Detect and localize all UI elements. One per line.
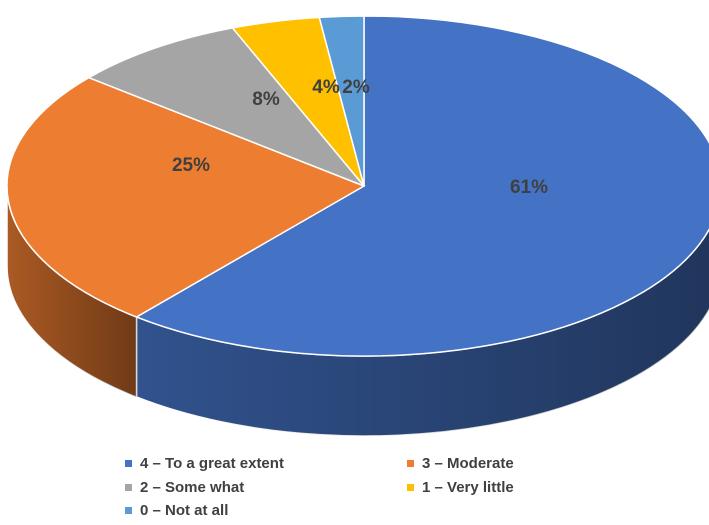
data-label-2: 8% xyxy=(252,89,280,110)
legend-label: 1 – Very little xyxy=(422,479,514,496)
legend-label: 4 – To a great extent xyxy=(140,455,284,472)
legend-item-moderate: 3 – Moderate xyxy=(407,455,514,472)
pie-side-shade-1 xyxy=(7,186,137,397)
data-label-0: 61% xyxy=(510,177,548,198)
legend-swatch xyxy=(407,460,414,467)
data-label-1: 25% xyxy=(172,155,210,176)
legend-swatch xyxy=(125,484,132,491)
legend-item-not-at-all: 0 – Not at all xyxy=(125,502,228,519)
legend-label: 3 – Moderate xyxy=(422,455,514,472)
legend-swatch xyxy=(407,484,414,491)
data-label-3: 4% xyxy=(312,77,340,98)
legend-item-to-a-great-extent: 4 – To a great extent xyxy=(125,455,284,472)
legend-swatch xyxy=(125,507,132,514)
legend-label: 0 – Not at all xyxy=(140,502,229,519)
pie-slice-1 xyxy=(6,76,366,318)
pie-plot-area: 61% 25% 8% 4% 2% xyxy=(6,15,709,437)
legend-swatch xyxy=(125,460,132,467)
data-label-4: 2% xyxy=(342,77,370,98)
pie-slice-4 xyxy=(318,15,365,187)
pie-slice-0 xyxy=(134,15,709,357)
pie-side-shade-0 xyxy=(136,229,709,436)
pie-slice-2 xyxy=(87,27,365,187)
legend-item-very-little: 1 – Very little xyxy=(407,479,514,496)
legend-item-some-what: 2 – Some what xyxy=(125,479,244,496)
legend-label: 2 – Some what xyxy=(140,479,245,496)
